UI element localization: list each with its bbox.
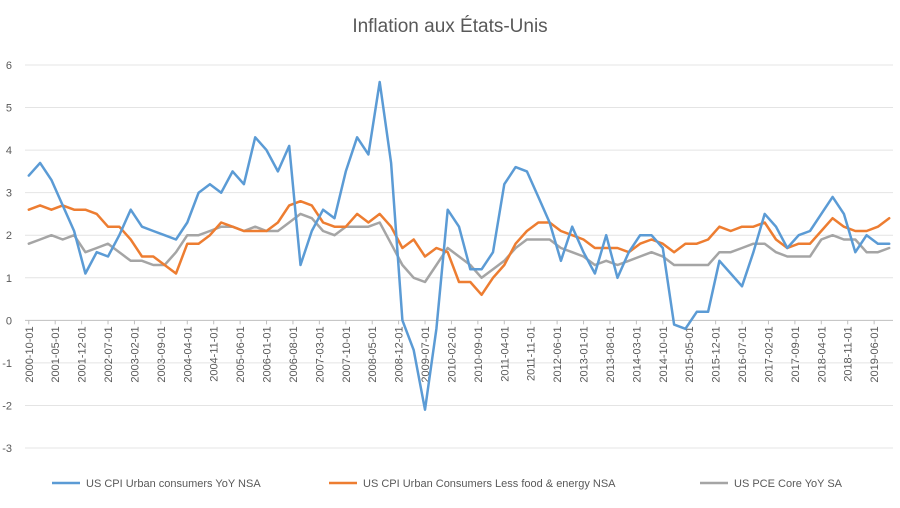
x-tick-label: 2016-07-01 <box>737 326 749 382</box>
x-tick-label: 2005-06-01 <box>235 326 247 382</box>
x-tick-label: 2014-03-01 <box>631 326 643 382</box>
legend-label: US PCE Core YoY SA <box>734 478 843 490</box>
x-tick-label: 2007-03-01 <box>314 326 326 382</box>
legend-label: US CPI Urban consumers YoY NSA <box>86 478 261 490</box>
y-tick-label: -1 <box>2 358 12 370</box>
y-tick-label: -3 <box>2 443 12 455</box>
x-tick-label: 2007-10-01 <box>341 326 353 382</box>
x-tick-label: 2011-04-01 <box>499 326 511 381</box>
x-tick-label: 2006-08-01 <box>288 326 300 382</box>
x-tick-label: 2008-12-01 <box>394 326 406 382</box>
x-tick-label: 2017-02-01 <box>763 326 775 382</box>
chart-title: Inflation aux États-Unis <box>352 16 548 37</box>
y-tick-label: 5 <box>6 103 12 115</box>
x-tick-label: 2001-12-01 <box>77 326 89 382</box>
y-tick-label: 2 <box>6 230 12 242</box>
series-line <box>27 80 891 411</box>
x-tick-label: 2014-10-01 <box>658 326 670 382</box>
x-tick-label: 2010-02-01 <box>446 326 458 382</box>
x-tick-label: 2012-06-01 <box>552 326 564 382</box>
x-tick-label: 2003-09-01 <box>156 326 168 382</box>
x-tick-label: 2019-06-01 <box>869 326 881 382</box>
series-lines <box>27 80 891 411</box>
x-tick-label: 2018-11-01 <box>843 326 855 381</box>
x-tick-label: 2018-04-01 <box>816 326 828 382</box>
x-tick-label: 2004-11-01 <box>209 326 221 381</box>
x-tick-label: 2002-07-01 <box>103 326 115 382</box>
x-tick-label: 2015-05-01 <box>684 326 696 382</box>
y-tick-label: 1 <box>6 273 12 285</box>
x-tick-label: 2011-11-01 <box>526 326 538 381</box>
x-tick-label: 2000-10-01 <box>24 326 36 382</box>
x-tick-label: 2006-01-01 <box>262 326 274 382</box>
x-tick-label: 2015-12-01 <box>711 326 723 382</box>
x-tick-label: 2003-02-01 <box>129 326 141 382</box>
x-tick-label: 2001-05-01 <box>50 326 62 382</box>
x-tick-label: 2008-05-01 <box>367 326 379 382</box>
series-line <box>27 212 891 284</box>
x-tick-label: 2010-09-01 <box>473 326 485 382</box>
x-tick-label: 2009-07-01 <box>420 326 432 382</box>
x-axis: 2000-10-01 2001-05-01 2001-12-01 2002-07-01… <box>24 320 881 383</box>
x-tick-label: 2004-04-01 <box>182 326 194 382</box>
x-tick-label: 2017-09-01 <box>790 326 802 382</box>
series-line <box>27 199 891 297</box>
y-axis: -3 -2 -1 0 1 2 3 4 5 6 <box>2 60 12 455</box>
legend: US CPI Urban consumers YoY NSA US CPI Urb… <box>52 478 843 490</box>
legend-label: US CPI Urban Consumers Less food & energ… <box>363 478 616 490</box>
y-tick-label: 3 <box>6 188 12 200</box>
y-tick-label: 6 <box>6 60 12 72</box>
x-tick-label: 2013-08-01 <box>605 326 617 382</box>
y-tick-label: 0 <box>6 315 12 327</box>
grid <box>25 64 893 449</box>
x-tick-label: 2013-01-01 <box>579 326 591 382</box>
y-tick-label: -2 <box>2 400 12 412</box>
y-tick-label: 4 <box>6 145 12 157</box>
